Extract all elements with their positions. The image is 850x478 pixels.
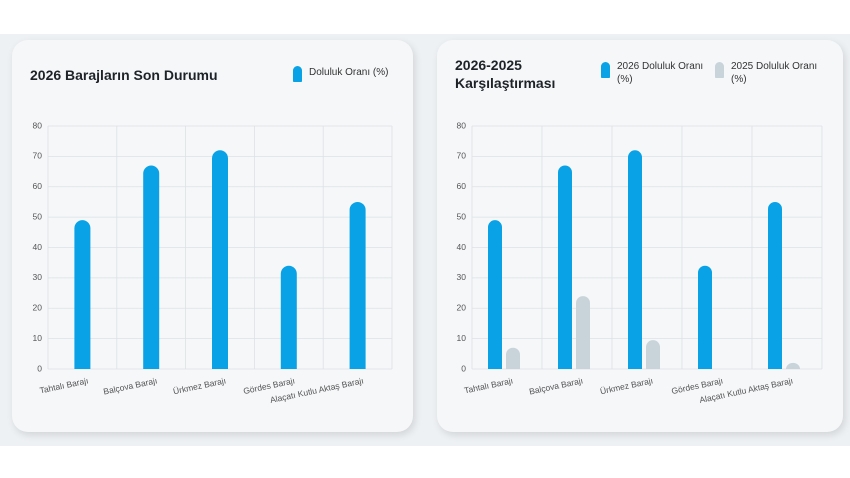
bar	[280, 265, 297, 369]
y-tick-label: 60	[33, 181, 43, 191]
y-tick-label: 70	[457, 151, 467, 161]
legend-item: 2025 Doluluk Oranı (%)	[715, 60, 823, 86]
bar	[558, 165, 572, 369]
x-tick-label: Balçova Barajı	[102, 375, 158, 396]
y-tick-label: 0	[461, 363, 466, 373]
y-tick-label: 10	[457, 333, 467, 343]
legend-item: 2026 Doluluk Oranı (%)	[601, 60, 709, 86]
legend-swatch	[715, 62, 724, 78]
y-tick-label: 80	[33, 120, 43, 130]
bar	[576, 296, 590, 369]
bar	[786, 362, 800, 369]
bar	[506, 347, 520, 369]
chart-card: 2026-2025 Karşılaştırması 2026 Doluluk Or…	[437, 40, 843, 432]
bar	[628, 150, 642, 369]
y-tick-label: 10	[33, 333, 43, 343]
bar	[646, 340, 660, 369]
legend-label: 2026 Doluluk Oranı (%)	[617, 61, 704, 85]
bar	[768, 201, 782, 369]
x-tick-label: Balçova Barajı	[528, 375, 584, 396]
x-tick-label: Tahtalı Barajı	[463, 375, 514, 395]
chart-title: 2026-2025 Karşılaştırması	[455, 57, 556, 91]
x-tick-label: Tahtalı Barajı	[39, 375, 90, 395]
bar	[488, 220, 502, 369]
y-tick-label: 70	[33, 151, 43, 161]
x-tick-label: Ürkmez Barajı	[599, 375, 654, 396]
chart-card: 2026 Barajların Son Durumu Doluluk Oranı …	[12, 40, 413, 432]
legend-label: Doluluk Oranı (%)	[309, 67, 389, 78]
y-tick-label: 20	[457, 303, 467, 313]
bar	[143, 165, 160, 369]
chart-svg: 0 10 20 30 40 50 60 70 80 Tahtalı Barajı Balçova B…	[33, 120, 393, 405]
y-tick-label: 0	[37, 363, 42, 373]
y-tick-label: 30	[33, 272, 43, 282]
chart-title: 2026 Barajların Son Durumu	[30, 67, 218, 83]
legend-label: 2025 Doluluk Oranı (%)	[731, 61, 818, 85]
bar	[698, 265, 712, 369]
y-tick-label: 30	[457, 272, 467, 282]
y-tick-label: 40	[33, 242, 43, 252]
y-tick-label: 50	[457, 211, 467, 221]
y-tick-label: 60	[457, 181, 467, 191]
chart-svg: 0 10 20 30 40 50 60 70 80 Tahtalı Barajı Balçova B…	[457, 120, 823, 405]
bar	[212, 150, 228, 369]
legend-item: Doluluk Oranı (%)	[293, 64, 401, 82]
y-tick-label: 50	[33, 211, 43, 221]
bar	[74, 220, 91, 369]
y-tick-label: 20	[33, 303, 43, 313]
legend-swatch	[293, 66, 302, 82]
y-tick-label: 40	[457, 242, 467, 252]
x-tick-label: Ürkmez Barajı	[172, 375, 227, 396]
y-tick-label: 80	[457, 120, 467, 130]
bar	[349, 201, 366, 369]
legend-swatch	[601, 62, 610, 78]
